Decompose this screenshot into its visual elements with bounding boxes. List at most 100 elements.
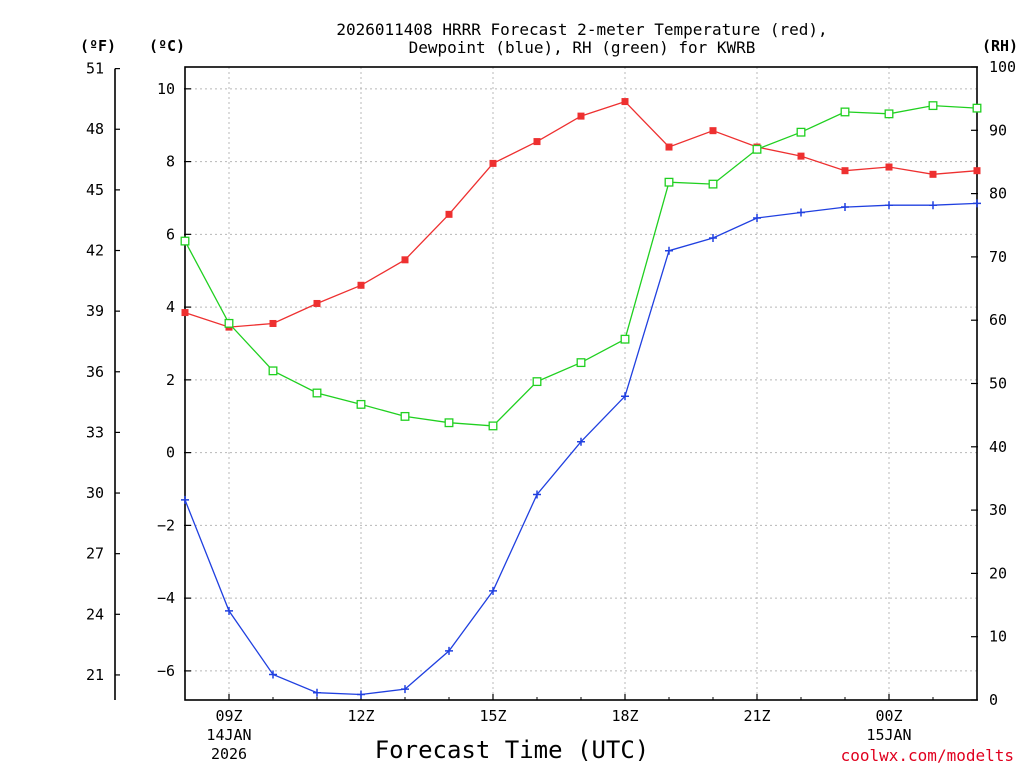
temperature-point — [973, 167, 981, 175]
dewpoint-point — [445, 646, 453, 655]
temperature-point — [533, 138, 541, 146]
fahrenheit-tick-label: 48 — [86, 120, 104, 138]
fahrenheit-tick-label: 45 — [86, 181, 104, 199]
rh-point — [664, 177, 674, 187]
rh-point — [576, 358, 586, 368]
rh-point — [488, 421, 498, 431]
rh-point — [840, 107, 850, 117]
rh-point — [884, 109, 894, 119]
celsius-tick-label: −4 — [157, 589, 175, 607]
chart-title-line-1: 2026011408 HRRR Forecast 2-meter Tempera… — [336, 20, 827, 39]
rh-tick-label: 90 — [989, 121, 1007, 139]
rh-point — [928, 101, 938, 111]
rh-line — [184, 104, 978, 427]
x-tick-label: 09Z — [215, 707, 242, 725]
temperature-series — [181, 98, 981, 331]
dewpoint-point — [577, 437, 585, 446]
temperature-point — [577, 112, 585, 120]
dewpoint-point — [313, 688, 321, 697]
x-tick-date: 15JAN — [866, 726, 911, 744]
x-tick-label: 21Z — [743, 707, 770, 725]
rh-unit-label: (RH) — [982, 37, 1018, 55]
fahrenheit-tick-label: 24 — [86, 605, 104, 623]
rh-point — [180, 236, 190, 246]
fahrenheit-tick-label: 27 — [86, 545, 104, 563]
temperature-point — [665, 143, 673, 151]
celsius-tick-label: 2 — [166, 371, 175, 389]
dewpoint-point — [225, 606, 233, 615]
dewpoint-point — [269, 670, 277, 679]
temperature-point — [269, 319, 277, 327]
temperature-point — [621, 98, 629, 106]
temperature-point — [357, 281, 365, 289]
fahrenheit-tick-label: 51 — [86, 60, 104, 78]
rh-point — [620, 334, 630, 344]
rh-point — [356, 399, 366, 409]
plot-frame — [184, 66, 978, 701]
rh-tick-label: 0 — [989, 691, 998, 709]
rh-tick-label: 50 — [989, 375, 1007, 393]
rh-tick-label: 20 — [989, 564, 1007, 582]
dewpoint-point — [929, 201, 937, 210]
rh-tick-label: 40 — [989, 438, 1007, 456]
x-axis-label: Forecast Time (UTC) — [375, 736, 650, 764]
fahrenheit-unit-label: (ºF) — [80, 37, 116, 55]
fahrenheit-tick-label: 30 — [86, 484, 104, 502]
temperature-point — [841, 167, 849, 175]
fahrenheit-tick-label: 33 — [86, 423, 104, 441]
x-tick-label: 15Z — [479, 707, 506, 725]
dewpoint-point — [489, 586, 497, 595]
x-tick-year: 2026 — [211, 745, 247, 763]
dewpoint-point — [621, 392, 629, 401]
dewpoint-point — [841, 203, 849, 212]
temperature-point — [181, 309, 189, 317]
rh-point — [444, 418, 454, 428]
dewpoint-point — [753, 213, 761, 222]
celsius-tick-label: 10 — [157, 80, 175, 98]
rh-point — [400, 411, 410, 421]
rh-tick-label: 10 — [989, 628, 1007, 646]
dewpoint-point — [533, 490, 541, 499]
rh-point — [532, 377, 542, 387]
celsius-tick-label: −2 — [157, 516, 175, 534]
chart-title-line-2: Dewpoint (blue), RH (green) for KWRB — [409, 38, 756, 57]
rh-point — [796, 127, 806, 137]
fahrenheit-tick-label: 21 — [86, 666, 104, 684]
celsius-tick-label: 4 — [166, 298, 175, 316]
rh-point — [224, 318, 234, 328]
x-tick-label: 18Z — [611, 707, 638, 725]
temperature-line — [184, 100, 978, 328]
dewpoint-point — [357, 690, 365, 699]
dewpoint-point — [401, 685, 409, 694]
temperature-point — [929, 170, 937, 178]
temperature-point — [445, 210, 453, 218]
dewpoint-point — [973, 199, 981, 208]
temperature-point — [489, 159, 497, 167]
celsius-tick-label: 6 — [166, 225, 175, 243]
rh-tick-label: 100 — [989, 58, 1016, 76]
temperature-point — [797, 152, 805, 160]
rh-point — [972, 103, 982, 113]
gridlines — [185, 67, 977, 700]
fahrenheit-tick-label: 39 — [86, 302, 104, 320]
x-tick-date: 14JAN — [206, 726, 251, 744]
celsius-tick-label: 0 — [166, 444, 175, 462]
temperature-point — [709, 127, 717, 135]
rh-tick-label: 60 — [989, 311, 1007, 329]
x-tick-label: 12Z — [347, 707, 374, 725]
dewpoint-point — [885, 201, 893, 210]
temperature-point — [313, 299, 321, 307]
dewpoint-series — [181, 199, 981, 699]
x-tick-label: 00Z — [875, 707, 902, 725]
dewpoint-point — [709, 233, 717, 242]
celsius-tick-label: 8 — [166, 153, 175, 171]
rh-tick-label: 80 — [989, 185, 1007, 203]
dewpoint-point — [665, 246, 673, 255]
rh-tick-label: 70 — [989, 248, 1007, 266]
dewpoint-point — [797, 208, 805, 217]
dewpoint-line — [184, 202, 978, 696]
data-series — [180, 98, 982, 699]
rh-series — [180, 101, 982, 431]
